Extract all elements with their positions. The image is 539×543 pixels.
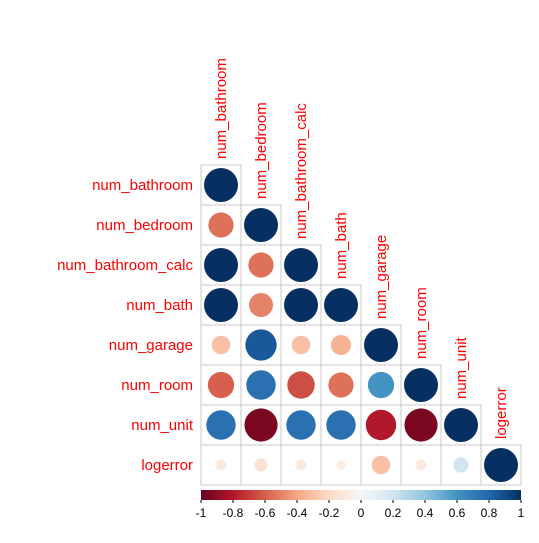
column-label-num_bathroom: num_bathroom: [213, 58, 230, 159]
row-label-num_unit: num_unit: [131, 417, 194, 434]
corr-circle-logerror-num_unit: [453, 457, 469, 473]
corr-circle-logerror-num_garage: [371, 455, 391, 475]
corr-circle-num_bath-num_bedroom: [248, 292, 274, 318]
colorbar-tick-label: -0.2: [319, 506, 340, 520]
corr-circle-num_garage-num_bathroom: [211, 335, 231, 355]
corr-circle-num_room-num_bathroom_calc: [287, 371, 315, 399]
corr-circle-num_bathroom-num_bathroom: [204, 168, 238, 202]
corr-circle-logerror-num_bathroom: [215, 459, 227, 471]
colorbar-tick-label: -0.6: [255, 506, 276, 520]
column-label-num_bedroom: num_bedroom: [253, 102, 270, 199]
corr-circle-num_bath-num_bathroom_calc: [284, 288, 318, 322]
corr-circle-num_room-num_bathroom: [207, 371, 235, 399]
colorbar-tick-label: -0.8: [223, 506, 244, 520]
column-label-num_unit: num_unit: [453, 336, 470, 399]
corr-circle-num_garage-num_bathroom_calc: [291, 335, 311, 355]
corr-circle-num_room-num_room: [404, 368, 438, 402]
corr-circle-logerror-num_bedroom: [254, 458, 268, 472]
matrix-cell: [240, 284, 282, 326]
corr-circle-num_garage-num_bedroom: [245, 329, 277, 361]
corr-circle-num_garage-num_garage: [364, 328, 398, 362]
corr-circle-num_room-num_bath: [328, 372, 354, 398]
corr-circle-num_unit-num_room: [404, 408, 438, 442]
row-label-logerror: logerror: [141, 457, 193, 474]
corr-circle-num_bedroom-num_bathroom: [208, 212, 234, 238]
column-label-logerror: logerror: [493, 387, 510, 439]
corr-circle-num_bath-num_bath: [324, 288, 358, 322]
colorbar-tick-label: 0.8: [481, 506, 498, 520]
corr-circle-logerror-logerror: [484, 448, 518, 482]
corr-circle-num_unit-num_garage: [365, 409, 397, 441]
corr-circle-num_unit-num_bedroom: [244, 408, 278, 442]
corr-circle-num_bedroom-num_bedroom: [244, 208, 278, 242]
column-label-num_room: num_room: [413, 287, 430, 359]
colorbar-tick-label: 0: [358, 506, 365, 520]
colorbar-tick-label: -1: [196, 506, 207, 520]
row-label-num_bath: num_bath: [126, 297, 193, 314]
corr-circle-num_unit-num_bathroom_calc: [286, 410, 316, 440]
corr-circle-num_room-num_bedroom: [246, 370, 276, 400]
colorbar: [201, 490, 521, 500]
row-label-num_bathroom_calc: num_bathroom_calc: [57, 257, 193, 274]
row-label-num_room: num_room: [121, 377, 193, 394]
colorbar-tick-label: 0.2: [385, 506, 402, 520]
corr-circle-num_garage-num_bath: [330, 334, 352, 356]
corr-circle-num_unit-num_bath: [326, 410, 356, 440]
row-label-num_bathroom: num_bathroom: [92, 177, 193, 194]
colorbar-tick-label: 1: [518, 506, 525, 520]
column-label-num_garage: num_garage: [373, 235, 390, 319]
corr-circle-logerror-num_room: [415, 459, 427, 471]
column-label-num_bathroom_calc: num_bathroom_calc: [293, 103, 310, 239]
corr-circle-num_bathroom_calc-num_bathroom_calc: [284, 248, 318, 282]
corr-circle-num_unit-num_unit: [444, 408, 478, 442]
matrix-cell: [320, 324, 362, 366]
corr-circle-num_bathroom_calc-num_bathroom: [204, 248, 238, 282]
row-label-num_bedroom: num_bedroom: [96, 217, 193, 234]
corr-circle-num_room-num_garage: [367, 371, 395, 399]
column-label-num_bath: num_bath: [333, 212, 350, 279]
corr-circle-logerror-num_bath: [336, 460, 346, 470]
corr-circle-num_unit-num_bathroom: [206, 410, 236, 440]
corr-circle-logerror-num_bathroom_calc: [295, 459, 307, 471]
corr-circle-num_bath-num_bathroom: [204, 288, 238, 322]
colorbar-tick-label: 0.4: [417, 506, 434, 520]
row-label-num_garage: num_garage: [109, 337, 193, 354]
colorbar-tick-label: -0.4: [287, 506, 308, 520]
colorbar-tick-label: 0.6: [449, 506, 466, 520]
corr-circle-num_bathroom_calc-num_bedroom: [248, 252, 274, 278]
